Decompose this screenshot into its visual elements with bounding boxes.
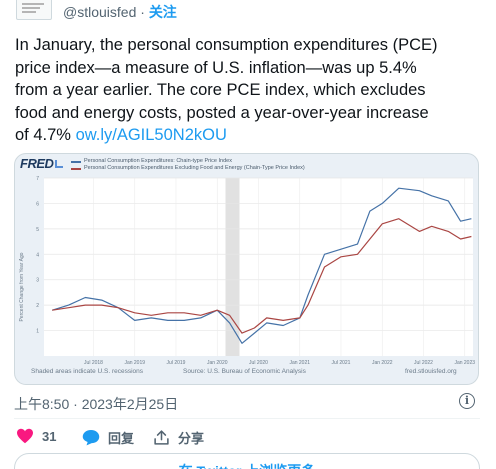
author-handle-row: @stlouisfed · 关注 [63, 2, 177, 22]
like-button[interactable]: 31 [16, 428, 56, 444]
info-icon[interactable]: i [459, 393, 475, 409]
y-tick-label: 1 [36, 329, 39, 335]
legend-label-core: Personal Consumption Expenditures Exclud… [84, 165, 305, 171]
y-tick-label: 6 [36, 201, 39, 207]
legend-swatch-headline [71, 160, 81, 163]
divider [14, 418, 480, 419]
legend-entry: Personal Consumption Expenditures: Chain… [71, 158, 305, 165]
tweet-line: from a year earlier. The core PCE index,… [15, 81, 426, 99]
like-count: 31 [42, 428, 57, 444]
share-button[interactable]: 分享 [153, 428, 204, 447]
y-tick-label: 7 [36, 176, 39, 182]
y-tick-label: 5 [36, 227, 39, 233]
x-tick-label: Jan 2022 [372, 360, 393, 366]
series-line-headline-pce [52, 187, 472, 344]
y-tick-label: 2 [36, 303, 39, 309]
tweet-link[interactable]: ow.ly/AGIL50N2kOU [75, 126, 227, 144]
fred-logo: FRED [20, 156, 64, 171]
chart-image-card[interactable]: FRED Personal Consumption Expenditures: … [14, 153, 479, 385]
tweet-timestamp[interactable]: 上午8:50 · 2023年2月25日 [14, 396, 179, 412]
x-tick-label: Jan 2021 [289, 360, 310, 366]
x-tick-label: Jul 2022 [414, 360, 433, 366]
handle-separator: · [140, 4, 145, 20]
tweet-line: of 4.7% [15, 126, 71, 144]
heart-icon [17, 428, 33, 444]
tweet-line-with-link: of 4.7% ow.ly/AGIL50N2kOU [15, 124, 485, 147]
recession-shading [225, 178, 240, 356]
x-tick-label: Jul 2019 [167, 360, 186, 366]
chart-plot: 1 2 3 4 5 6 7 Jul 2018 Jan 2019 Jul 2019 Jan 2020 J… [36, 176, 475, 366]
series-line-core-pce [52, 218, 472, 334]
x-tick-label: Jul 2021 [332, 360, 351, 366]
tweet-text: In January, the personal consumption exp… [15, 34, 485, 147]
follow-button[interactable]: 关注 [148, 4, 177, 20]
reply-label: 回复 [108, 431, 135, 446]
reply-button[interactable]: 回复 [82, 428, 134, 447]
legend-swatch-core [71, 167, 81, 170]
legend-entry: Personal Consumption Expenditures Exclud… [71, 165, 305, 172]
author-handle[interactable]: @stlouisfed [63, 4, 137, 20]
chart-footer-source: Source: U.S. Bureau of Economic Analysis [183, 368, 306, 375]
legend-label-headline: Personal Consumption Expenditures: Chain… [84, 158, 232, 164]
fred-logo-graph-icon [55, 160, 64, 168]
x-tick-label: Jan 2019 [124, 360, 145, 366]
x-tick-label: Jan 2023 [454, 360, 475, 366]
share-upload-icon [154, 430, 169, 445]
share-label: 分享 [178, 431, 205, 446]
tweet-header: @stlouisfed · 关注 [0, 0, 496, 26]
chart-legend: Personal Consumption Expenditures: Chain… [71, 158, 305, 172]
fred-logo-text: FRED [20, 156, 54, 171]
tweet-line: In January, the personal consumption exp… [15, 36, 438, 54]
tweet-line: price index—a measure of U.S. inflation—… [15, 58, 417, 77]
tweet-line: food and energy costs, posted a year-ove… [15, 103, 429, 122]
y-tick-label: 4 [36, 252, 39, 258]
x-tick-label: Jul 2020 [249, 360, 268, 366]
x-tick-label: Jul 2018 [84, 360, 103, 366]
view-more-on-twitter-button[interactable]: 在 Twitter 上浏览更多 [14, 453, 480, 469]
x-tick-label: Jan 2020 [207, 360, 228, 366]
chart-footer-site: fred.stlouisfed.org [405, 368, 457, 375]
y-tick-label: 3 [36, 278, 39, 284]
reply-bubble-icon [82, 430, 100, 446]
avatar[interactable] [16, 0, 52, 20]
bottom-bar: 在 Twitter 上浏览更多 [0, 453, 496, 469]
chart-footer-recessions: Shaded areas indicate U.S. recessions [31, 368, 144, 375]
